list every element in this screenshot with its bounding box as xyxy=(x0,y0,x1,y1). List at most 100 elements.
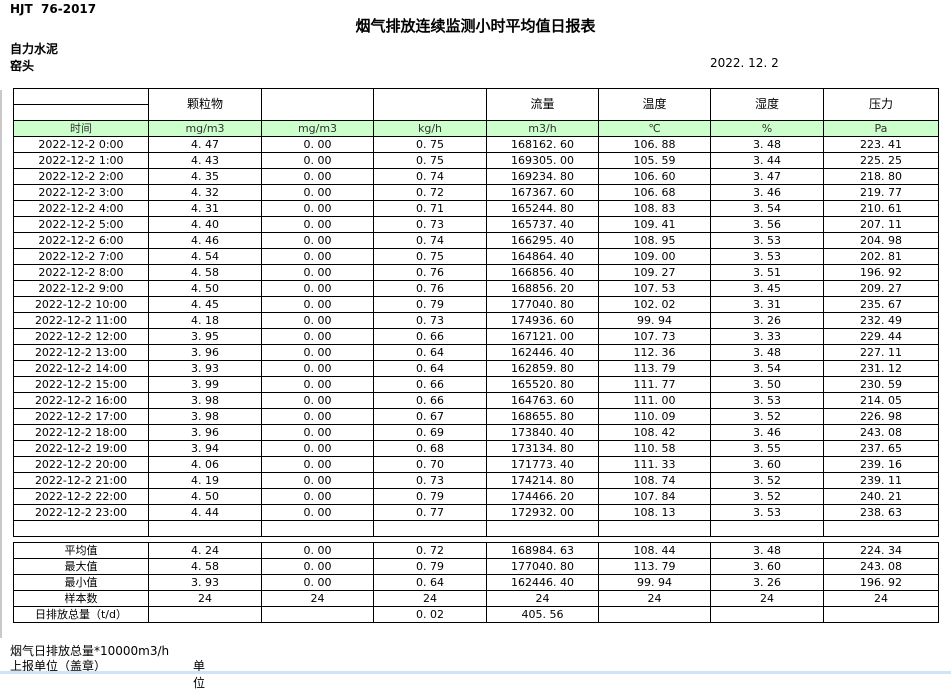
value-cell: 110. 58 xyxy=(598,440,711,457)
value-cell: 3. 96 xyxy=(148,344,262,361)
value-cell: 4. 06 xyxy=(148,456,262,473)
value-cell: 169234. 80 xyxy=(486,168,599,185)
value-cell: 113. 79 xyxy=(598,558,711,575)
value-cell: 171773. 40 xyxy=(486,456,599,473)
table-row: 2022-12-2 0:00 4. 47 0. 00 0. 75 168162. 60 1… xyxy=(13,136,939,153)
value-cell: 226. 98 xyxy=(823,408,939,425)
summary-rows: 平均值 4. 24 0. 00 0. 72 168984. 63 108. 44 3. 48… xyxy=(13,542,939,623)
value-cell xyxy=(148,606,262,623)
value-cell: 0. 00 xyxy=(261,392,374,409)
time-cell: 2022-12-2 4:00 xyxy=(13,200,149,217)
table-row: 2022-12-2 14:00 3. 93 0. 00 0. 64 162859. 80… xyxy=(13,360,939,377)
table-row: 2022-12-2 20:00 4. 06 0. 00 0. 70 171773. 40… xyxy=(13,456,939,473)
value-cell: 110. 09 xyxy=(598,408,711,425)
value-cell: 0. 75 xyxy=(373,136,487,153)
value-cell: 0. 72 xyxy=(373,542,487,559)
value-cell: 225. 25 xyxy=(823,152,939,169)
value-cell: 24 xyxy=(261,590,374,607)
bottom-edge-strip xyxy=(0,671,951,674)
value-cell: 4. 32 xyxy=(148,184,262,201)
value-cell: 3. 48 xyxy=(710,344,824,361)
report-date: 2022. 12. 2 xyxy=(710,56,779,70)
value-cell: 108. 13 xyxy=(598,504,711,521)
standard-code: HJT 76-2017 xyxy=(10,2,97,16)
value-cell: 3. 93 xyxy=(148,574,262,591)
value-cell: 0. 69 xyxy=(373,424,487,441)
time-cell: 2022-12-2 6:00 xyxy=(13,232,149,249)
value-cell: 0. 00 xyxy=(261,472,374,489)
value-cell: 0. 00 xyxy=(261,376,374,393)
value-cell: 0. 66 xyxy=(373,376,487,393)
summary-row: 最小值 3. 93 0. 00 0. 64 162446. 40 99. 94 3. 26 1… xyxy=(13,574,939,591)
value-cell: 109. 41 xyxy=(598,216,711,233)
time-cell: 2022-12-2 2:00 xyxy=(13,168,149,185)
value-cell: 174466. 20 xyxy=(486,488,599,505)
value-cell: 239. 11 xyxy=(823,472,939,489)
value-cell: 177040. 80 xyxy=(486,296,599,313)
value-cell: 4. 44 xyxy=(148,504,262,521)
value-cell: 3. 53 xyxy=(710,392,824,409)
value-cell: 0. 00 xyxy=(261,328,374,345)
value-cell: 3. 44 xyxy=(710,152,824,169)
table-row: 2022-12-2 19:00 3. 94 0. 00 0. 68 173134. 80… xyxy=(13,440,939,457)
value-cell: 0. 00 xyxy=(261,184,374,201)
value-cell: 214. 05 xyxy=(823,392,939,409)
value-cell: 0. 64 xyxy=(373,344,487,361)
value-cell: 0. 00 xyxy=(261,168,374,185)
value-cell: 0. 79 xyxy=(373,558,487,575)
unit-humidity: % xyxy=(710,120,824,137)
value-cell: 0. 72 xyxy=(373,184,487,201)
value-cell: 3. 60 xyxy=(710,456,824,473)
value-cell: 0. 00 xyxy=(261,440,374,457)
report-table: 颗粒物 流量 温度 湿度 压力 时间 mg/m3 mg/m3 kg/h m3/h… xyxy=(13,88,939,537)
value-cell: 3. 96 xyxy=(148,424,262,441)
value-cell: 4. 58 xyxy=(148,264,262,281)
value-cell: 196. 92 xyxy=(823,264,939,281)
value-cell: 0. 73 xyxy=(373,312,487,329)
value-cell: 24 xyxy=(373,590,487,607)
value-cell: 3. 46 xyxy=(710,184,824,201)
value-cell: 3. 26 xyxy=(710,312,824,329)
value-cell: 3. 54 xyxy=(710,360,824,377)
value-cell: 108. 83 xyxy=(598,200,711,217)
value-cell: 0. 00 xyxy=(261,296,374,313)
value-cell: 4. 40 xyxy=(148,216,262,233)
value-cell: 3. 53 xyxy=(710,248,824,265)
value-cell: 174214. 80 xyxy=(486,472,599,489)
time-cell: 2022-12-2 7:00 xyxy=(13,248,149,265)
value-cell: 0. 68 xyxy=(373,440,487,457)
time-cell: 2022-12-2 17:00 xyxy=(13,408,149,425)
value-cell: 168162. 60 xyxy=(486,136,599,153)
value-cell: 167121. 00 xyxy=(486,328,599,345)
value-cell: 0. 77 xyxy=(373,504,487,521)
summary-label-cell: 最大值 xyxy=(13,558,149,575)
value-cell: 111. 33 xyxy=(598,456,711,473)
group-header-temperature: 温度 xyxy=(598,88,711,121)
table-row: 2022-12-2 6:00 4. 46 0. 00 0. 74 166295. 40 1… xyxy=(13,232,939,249)
time-column-header: 时间 xyxy=(13,120,149,137)
time-cell: 2022-12-2 19:00 xyxy=(13,440,149,457)
value-cell: 168856. 20 xyxy=(486,280,599,297)
table-row: 2022-12-2 22:00 4. 50 0. 00 0. 79 174466. 20… xyxy=(13,488,939,505)
value-cell: 4. 24 xyxy=(148,542,262,559)
value-cell: 107. 73 xyxy=(598,328,711,345)
value-cell: 0. 66 xyxy=(373,392,487,409)
summary-label-cell: 日排放总量（t/d） xyxy=(13,606,149,623)
value-cell: 0. 00 xyxy=(261,360,374,377)
group-header-blank-1 xyxy=(261,88,374,121)
value-cell: 230. 59 xyxy=(823,376,939,393)
value-cell: 405. 56 xyxy=(486,606,599,623)
value-cell: 4. 35 xyxy=(148,168,262,185)
time-cell: 2022-12-2 16:00 xyxy=(13,392,149,409)
company-name: 自力水泥 xyxy=(10,42,59,56)
value-cell: 3. 26 xyxy=(710,574,824,591)
table-row: 2022-12-2 16:00 3. 98 0. 00 0. 66 164763. 60… xyxy=(13,392,939,409)
summary-table: 平均值 4. 24 0. 00 0. 72 168984. 63 108. 44 3. 48… xyxy=(13,542,939,623)
value-cell: 108. 74 xyxy=(598,472,711,489)
value-cell: 243. 08 xyxy=(823,558,939,575)
value-cell: 238. 63 xyxy=(823,504,939,521)
value-cell: 0. 00 xyxy=(261,344,374,361)
value-cell: 24 xyxy=(823,590,939,607)
table-row: 2022-12-2 2:00 4. 35 0. 00 0. 74 169234. 80 1… xyxy=(13,168,939,185)
value-cell: 0. 74 xyxy=(373,168,487,185)
